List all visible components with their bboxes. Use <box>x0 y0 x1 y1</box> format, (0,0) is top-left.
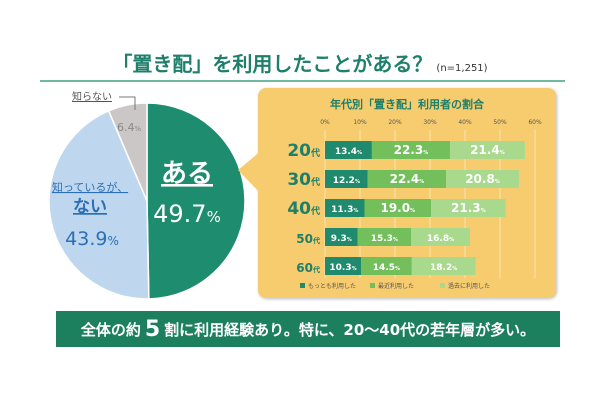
pie-label-no-line1: 知っているが、 <box>52 180 128 194</box>
bar-segment <box>325 141 372 159</box>
legend-swatch <box>370 283 375 288</box>
category-label: 60代 <box>296 261 320 275</box>
x-tick-label: 40% <box>458 119 472 126</box>
callout-pointer <box>238 150 262 195</box>
legend-label: もっとも利用した <box>308 282 356 290</box>
bar-segment <box>325 170 368 188</box>
category-label: 20代 <box>287 141 320 161</box>
bar-segment <box>411 257 476 275</box>
bar-value-label: 14.5% <box>373 263 400 273</box>
bar-value-label: 15.3% <box>371 234 398 244</box>
page-title: 「置き配」を利用したことがある？ (n=1,251) <box>0 48 600 77</box>
bar-segment <box>325 257 362 275</box>
pie-label-yes: ある <box>161 159 213 189</box>
bar-segment <box>361 257 412 275</box>
bar-segment <box>411 228 470 246</box>
x-tick-label: 10% <box>353 119 367 126</box>
pie-slice <box>48 109 150 300</box>
x-tick-label: 30% <box>423 119 437 126</box>
pie-slice <box>107 102 148 202</box>
bar-value-label: 19.0% <box>380 201 415 215</box>
category-label: 50代 <box>296 232 320 246</box>
bar-value-label: 22.4% <box>390 172 425 186</box>
pie-value-unknown: 6.4% <box>117 121 142 134</box>
bar-value-label: 16.8% <box>427 234 454 244</box>
bar-segment <box>446 170 519 188</box>
bar-value-label: 18.2% <box>430 263 457 273</box>
bar-segment <box>325 199 365 217</box>
bar-segment <box>449 141 525 159</box>
category-label: 40代 <box>287 199 320 219</box>
title-text: 「置き配」を利用したことがある？ <box>112 52 433 76</box>
pie-value-no: 43.9% <box>65 228 119 250</box>
bar-chart-title: 年代別「置き配」利用者の割合 <box>330 97 485 111</box>
bar-segment <box>371 141 450 159</box>
legend-label: 過去に利用した <box>448 282 490 290</box>
sample-size: (n=1,251) <box>436 63 488 74</box>
bar-value-label: 21.3% <box>451 201 486 215</box>
x-tick-label: 0% <box>320 119 330 126</box>
x-tick-label: 60% <box>528 119 542 126</box>
bar-segment <box>364 199 432 217</box>
bar-value-label: 10.3% <box>329 263 356 273</box>
title-divider <box>40 80 565 82</box>
bar-segment <box>325 228 358 246</box>
bar-value-label: 20.8% <box>465 172 500 186</box>
bar-value-label: 12.2% <box>333 176 360 186</box>
pie-label-unknown: 知らない <box>72 90 112 103</box>
legend-swatch <box>440 283 445 288</box>
category-label: 30代 <box>287 170 320 190</box>
legend-label: 最近利用した <box>378 282 414 290</box>
bar-value-label: 13.4% <box>335 147 362 157</box>
bar-value-label: 22.3% <box>394 143 429 157</box>
x-tick-label: 20% <box>388 119 402 126</box>
leader-line <box>119 96 136 110</box>
x-tick-label: 50% <box>493 119 507 126</box>
bar-segment <box>367 170 447 188</box>
banner-pre: 全体の約 <box>80 320 141 339</box>
summary-banner: 全体の約 5 割に利用経験あり。特に、20〜40代の若年層が多い。 <box>56 311 560 347</box>
pie-label-no: ない <box>73 197 107 217</box>
bar-value-label: 11.3% <box>331 205 358 215</box>
bar-segment <box>357 228 412 246</box>
banner-big: 5 <box>144 316 161 342</box>
pie-slice <box>146 102 246 300</box>
bar-value-label: 9.3% <box>331 234 352 244</box>
bar-segment <box>431 199 506 217</box>
banner-post: 割に利用経験あり。特に、20〜40代の若年層が多い。 <box>164 320 536 339</box>
bar-value-label: 21.4% <box>470 143 505 157</box>
legend-swatch <box>300 283 305 288</box>
